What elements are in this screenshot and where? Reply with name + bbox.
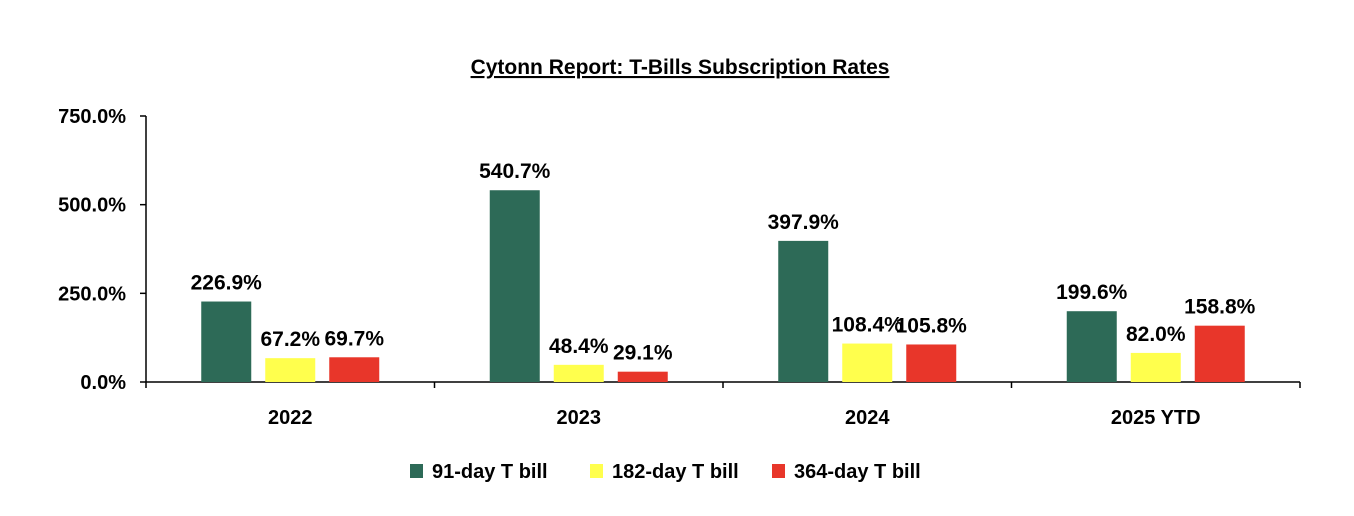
data-label: 48.4%	[549, 335, 609, 358]
data-label: 199.6%	[1056, 281, 1128, 304]
y-tick-label: 0.0%	[80, 372, 126, 394]
data-label: 82.0%	[1126, 323, 1186, 346]
bar-1	[778, 240, 829, 382]
bar-2	[842, 343, 893, 382]
x-category-label: 2022	[268, 407, 313, 429]
data-label: 108.4%	[832, 314, 904, 337]
x-category-label: 2023	[557, 407, 602, 429]
legend-label: 91-day T bill	[432, 461, 548, 483]
y-tick-label: 500.0%	[58, 195, 126, 217]
bar-1	[1066, 311, 1117, 382]
data-label: 105.8%	[896, 314, 968, 337]
data-label: 158.8%	[1184, 296, 1256, 319]
bar-3	[1194, 325, 1245, 382]
x-category-label: 2025 YTD	[1111, 407, 1201, 429]
data-label: 69.7%	[324, 327, 384, 350]
data-label: 226.9%	[191, 272, 263, 295]
bar-2	[553, 364, 604, 382]
data-label: 540.7%	[479, 160, 551, 183]
bar-1	[489, 190, 540, 382]
data-label: 67.2%	[260, 328, 320, 351]
y-tick-label: 250.0%	[58, 283, 126, 305]
legend-label: 182-day T bill	[612, 461, 739, 483]
legend-swatch	[772, 464, 785, 478]
bar-3	[617, 371, 668, 382]
chart-title: Cytonn Report: T-Bills Subscription Rate…	[471, 56, 890, 79]
legend-swatch	[590, 464, 603, 478]
legend-swatch	[410, 464, 423, 478]
plot-area: 0.0% 250.0% 500.0% 750.0% 226.9% 67.2% 69.7% 20…	[58, 106, 1301, 429]
bar-3	[906, 344, 957, 382]
bar-1	[201, 301, 252, 382]
bar-2	[265, 358, 316, 382]
x-category-label: 2024	[845, 407, 890, 429]
data-label: 29.1%	[613, 342, 673, 365]
data-label: 397.9%	[768, 211, 840, 234]
y-tick-label: 750.0%	[58, 106, 126, 128]
bar-2	[1130, 352, 1181, 382]
legend: 91-day T bill 182-day T bill 364-day T bil…	[410, 461, 921, 483]
bar-3	[329, 357, 380, 382]
legend-label: 364-day T bill	[794, 461, 921, 483]
